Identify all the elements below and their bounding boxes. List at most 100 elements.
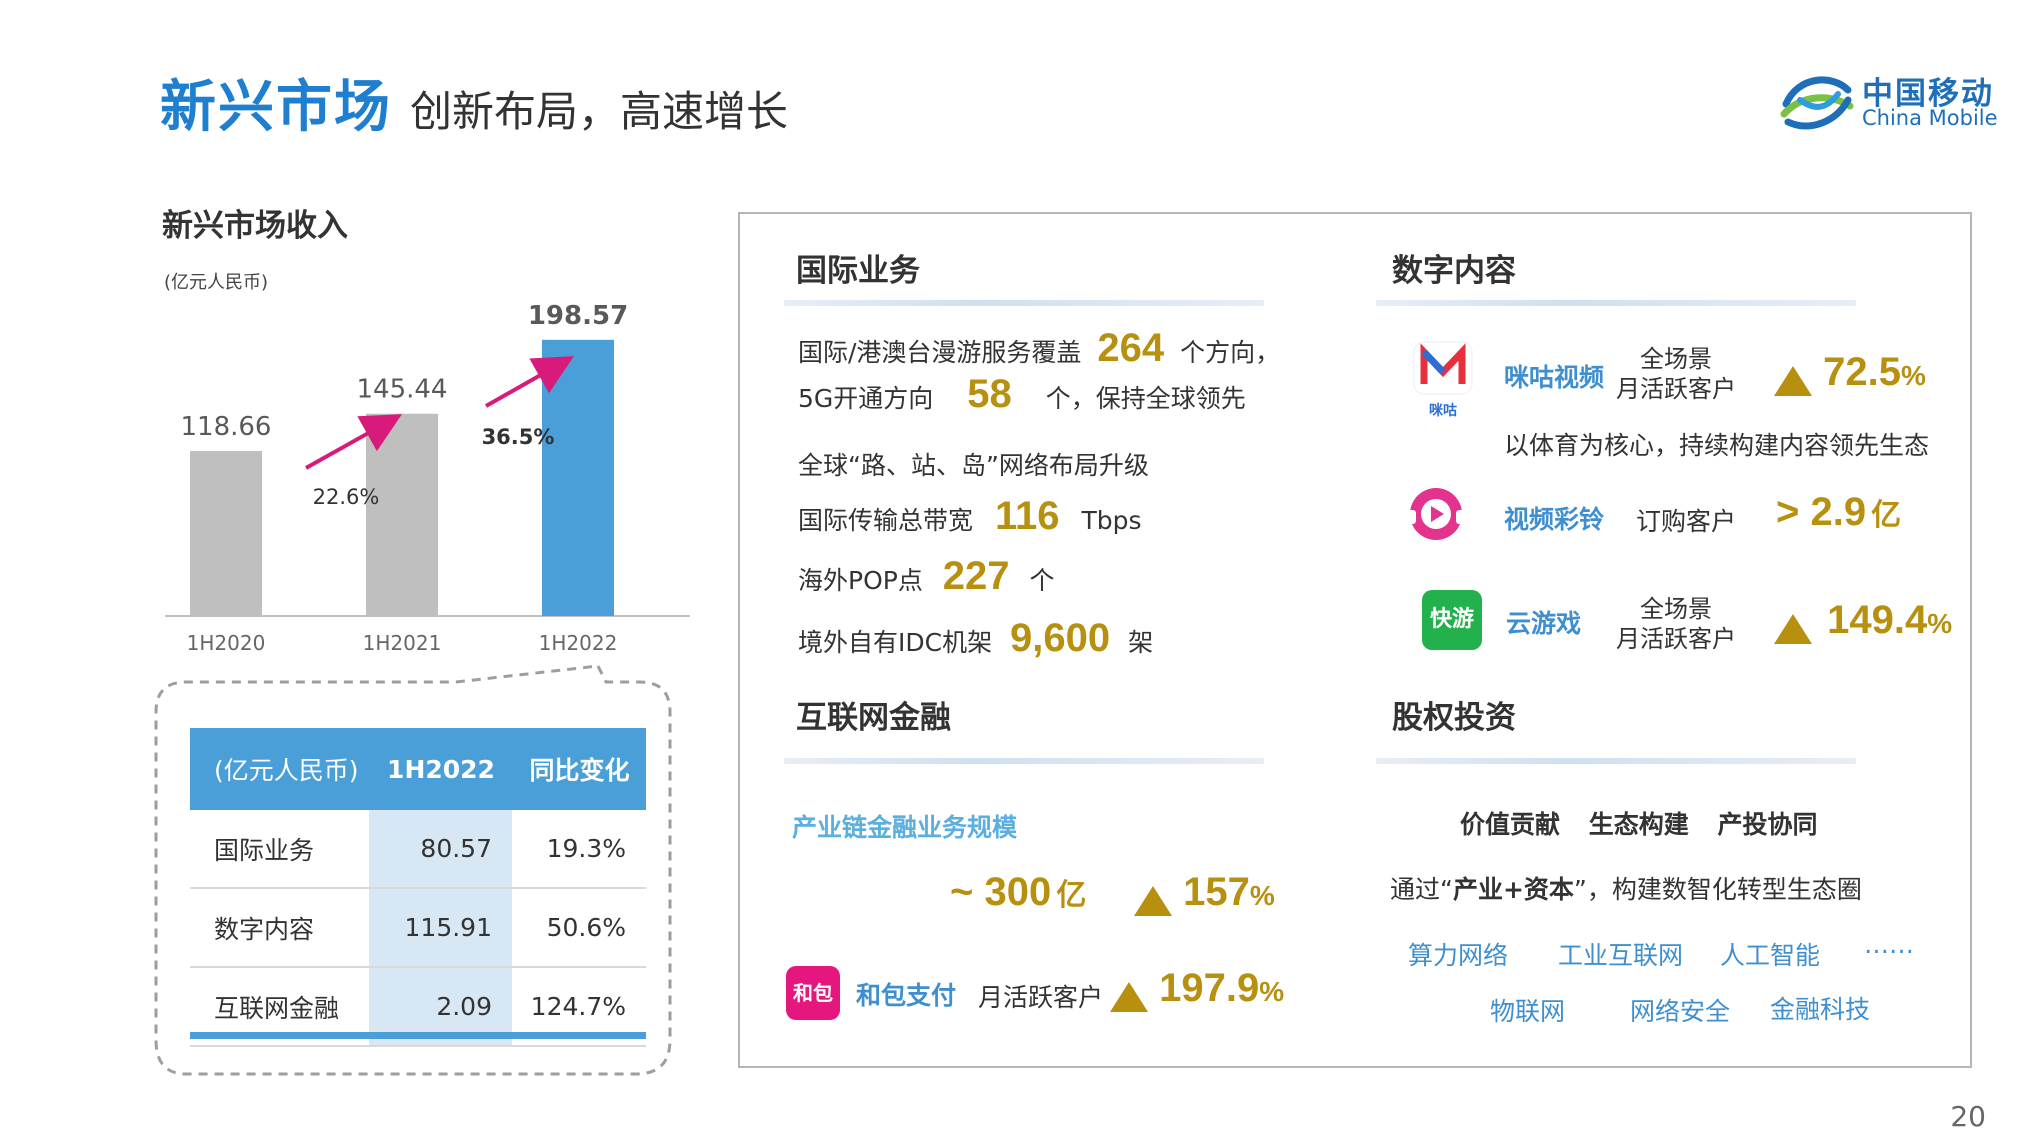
equity-tag: 网络安全: [1630, 997, 1731, 1026]
intl-pop-text: 海外POP点: [798, 566, 923, 595]
table-row: 数字内容 115.91 50.6%: [190, 888, 646, 968]
intl-bandwidth-unit: Tbps: [1081, 506, 1142, 535]
table-row: 互联网金融 2.09 124.7%: [190, 967, 646, 1047]
cloud-game-icon: 快游: [1422, 590, 1482, 650]
up-triangle-icon: [1134, 885, 1172, 916]
cloud-game-growth-pct: %: [1927, 608, 1953, 639]
chart-unit: (亿元人民币): [164, 272, 269, 293]
equity-desc-prefix: 通过“: [1390, 875, 1453, 904]
up-triangle-icon: [1774, 365, 1812, 396]
cloud-game-growth: 149.4%: [1774, 598, 1952, 644]
bar-1h2020: [190, 450, 262, 616]
revenue-bar-chart: 118.66 145.44 198.57 1H2020 1H2021 1H202…: [165, 301, 690, 655]
intl-line-network: 全球“路、站、岛”网络布局升级: [798, 451, 1149, 480]
hebao-name: 和包支付: [856, 981, 957, 1010]
finance-chain-label: 产业链金融业务规模: [792, 813, 1018, 842]
growth-arrow-1: [305, 414, 402, 470]
migu-metric-line1: 全场景: [1640, 345, 1712, 373]
page-title: 新兴市场: [160, 75, 392, 140]
chart-title: 新兴市场收入: [162, 208, 348, 244]
intl-idc-number: 9,600: [1010, 616, 1111, 660]
bar-1h2022: [542, 339, 614, 616]
table-cell-segment: 数字内容: [190, 888, 369, 968]
equity-tag: 金融科技: [1770, 995, 1871, 1024]
intl-line-idc: 境外自有IDC机架 9,600 架: [798, 616, 1153, 661]
intl-pop-unit: 个: [1029, 566, 1055, 595]
ringtone-value-unit: 亿: [1871, 499, 1902, 532]
table-header-unit: (亿元人民币): [190, 728, 369, 810]
hebao-metric: 月活跃客户: [978, 983, 1104, 1012]
cloud-game-metric-line1: 全场景: [1640, 595, 1712, 623]
equity-desc: 通过“产业+资本”，构建数智化转型生态圈: [1390, 870, 1862, 906]
equity-tag: 工业互联网: [1558, 941, 1684, 970]
equity-tag: 人工智能: [1720, 941, 1821, 970]
intl-title: 国际业务: [796, 253, 920, 289]
revenue-table: (亿元人民币) 1H2022 同比变化 国际业务 80.57 19.3% 数字内…: [190, 728, 646, 1047]
intl-5g-text: 5G开通方向: [798, 384, 934, 413]
intl-line-pop: 海外POP点 227 个: [798, 554, 1055, 599]
ringtone-value-number: > 2.9: [1776, 490, 1867, 534]
digital-title: 数字内容: [1392, 253, 1516, 289]
migu-icon: 咪咕: [1412, 340, 1474, 420]
finance-title: 互联网金融: [796, 700, 951, 736]
intl-idc-unit: 架: [1128, 628, 1154, 657]
table-cell-value: 115.91: [369, 888, 512, 968]
migu-metric-line2: 月活跃客户: [1616, 375, 1736, 403]
equity-pillar: 价值贡献: [1460, 810, 1561, 839]
page-number: 20: [1950, 1100, 1986, 1133]
value-label-1h2020: 118.66: [181, 412, 272, 442]
intl-bandwidth-number: 116: [994, 494, 1060, 538]
table-row: 国际业务 80.57 19.3%: [190, 810, 646, 889]
table-cell-value: 80.57: [369, 810, 512, 889]
cloud-game-metric: 全场景 月活跃客户: [1616, 594, 1736, 654]
table-header-period: 1H2022: [369, 728, 512, 810]
growth-label-1: 22.6%: [313, 485, 380, 509]
hebao-growth-value: 197.9: [1159, 966, 1260, 1010]
intl-rule: [784, 300, 1264, 306]
ringtone-name: 视频彩铃: [1504, 505, 1605, 534]
equity-title: 股权投资: [1392, 700, 1516, 736]
intl-roaming-text: 国际/港澳台漫游服务覆盖: [798, 338, 1082, 367]
table-cell-change: 19.3%: [512, 810, 646, 889]
migu-growth-value: 72.5: [1823, 350, 1901, 394]
table-callout-frame: [154, 664, 672, 1076]
table-cell-segment: 国际业务: [190, 810, 369, 889]
equity-tag: 算力网络: [1408, 941, 1509, 970]
migu-growth: 72.5%: [1774, 350, 1926, 396]
migu-desc: 以体育为核心，持续构建内容领先生态: [1504, 431, 1930, 460]
intl-5g-number: 58: [967, 372, 1012, 416]
equity-desc-suffix: ”，构建数智化转型生态圈: [1573, 875, 1862, 904]
equity-tag-ellipsis: ……: [1864, 930, 1914, 959]
migu-metric: 全场景 月活跃客户: [1616, 344, 1736, 404]
value-label-1h2021: 145.44: [357, 375, 448, 405]
intl-line-bandwidth: 国际传输总带宽 116 Tbps: [798, 494, 1142, 539]
category-label-1h2020: 1H2020: [187, 631, 266, 655]
intl-line-5g: 5G开通方向 58 个，保持全球领先: [798, 372, 1246, 417]
intl-bandwidth-text: 国际传输总带宽: [798, 506, 974, 535]
category-label-1h2022: 1H2022: [539, 631, 618, 655]
hebao-growth-pct: %: [1259, 976, 1285, 1007]
ringtone-metric: 订购客户: [1636, 507, 1737, 536]
growth-label-2: 36.5%: [482, 425, 555, 449]
cloud-game-name: 云游戏: [1506, 609, 1582, 638]
ringtone-value: > 2.9 亿: [1776, 490, 1901, 535]
business-panel: [738, 212, 1972, 1068]
hebao-growth: 197.9%: [1110, 966, 1284, 1012]
equity-tag: 物联网: [1490, 997, 1566, 1026]
table-bottom-rule: [190, 1032, 646, 1039]
video-ringtone-icon: [1404, 484, 1468, 548]
table-header-row: (亿元人民币) 1H2022 同比变化: [190, 728, 646, 810]
intl-5g-suffix: 个，保持全球领先: [1045, 384, 1246, 413]
equity-rule: [1376, 758, 1856, 764]
hebao-icon: 和包: [786, 966, 840, 1020]
bar-1h2021: [366, 413, 438, 616]
table-header-yoy: 同比变化: [512, 728, 646, 810]
finance-chain-value: ~ 300 亿: [950, 870, 1086, 915]
equity-pillar: 产投协同: [1717, 810, 1818, 839]
china-mobile-logo-icon: [1780, 76, 1854, 130]
logo-text-cn: 中国移动: [1862, 76, 1994, 112]
table-cell-change: 50.6%: [512, 888, 646, 968]
equity-pillars: 价值贡献 生态构建 产投协同: [1460, 805, 1817, 841]
cloud-game-growth-value: 149.4: [1827, 598, 1928, 642]
equity-pillar: 生态构建: [1588, 810, 1689, 839]
